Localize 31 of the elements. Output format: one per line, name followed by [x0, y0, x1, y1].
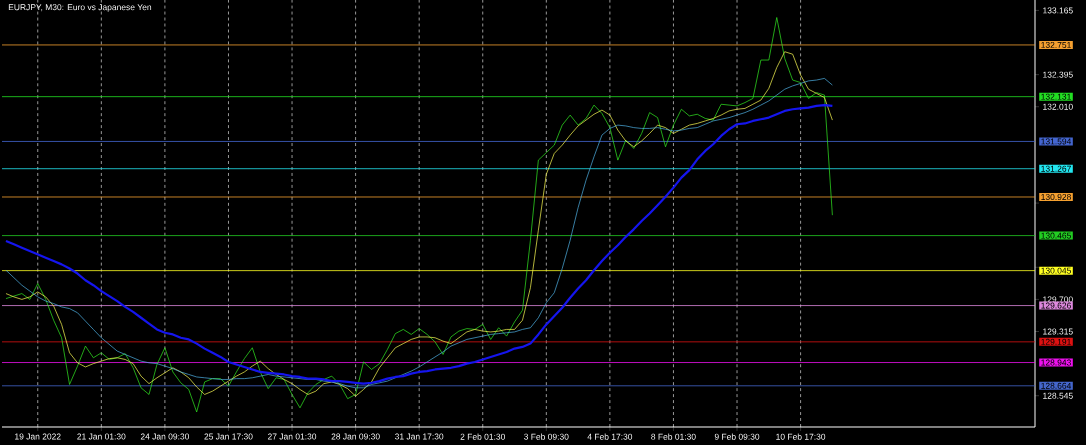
- ref-line-label: 131.594: [1041, 138, 1072, 145]
- y-tick-label: 128.545: [1043, 392, 1073, 399]
- y-tick-label: 133.165: [1043, 7, 1073, 14]
- x-tick-label: 27 Jan 01:30: [267, 433, 317, 440]
- x-tick-label: 19 Jan 2022: [15, 433, 61, 440]
- ref-line-label: 128.943: [1041, 359, 1071, 366]
- x-tick-label: 21 Jan 01:30: [77, 433, 126, 440]
- x-tick-label: 10 Feb 17:30: [776, 433, 826, 440]
- x-tick-label: 2 Feb 01:30: [460, 433, 505, 440]
- y-tick-label: 129.700: [1043, 296, 1073, 303]
- x-tick-label: 4 Feb 17:30: [587, 433, 633, 440]
- x-tick-label: 8 Feb 01:30: [651, 433, 696, 440]
- x-tick-label: 9 Feb 09:30: [714, 433, 760, 440]
- ref-line-label: 130.465: [1041, 232, 1071, 239]
- x-tick-label: 3 Feb 09:30: [524, 433, 569, 440]
- y-tick-label: 132.395: [1043, 71, 1073, 78]
- ref-line-label: 129.191: [1041, 338, 1071, 345]
- ref-line-label: 131.267: [1041, 165, 1071, 172]
- x-tick-label: 31 Jan 17:30: [395, 433, 444, 440]
- ref-line-label: 132.751: [1041, 41, 1071, 48]
- ref-line-label: 130.045: [1041, 267, 1071, 274]
- ref-line-label: 130.928: [1041, 193, 1071, 200]
- x-tick-label: 25 Jan 17:30: [204, 433, 253, 440]
- y-tick-label: 129.315: [1043, 328, 1073, 335]
- ref-line-label: 128.664: [1041, 382, 1072, 389]
- ref-line-label: 129.626: [1041, 302, 1071, 309]
- y-tick-label: 132.010: [1043, 103, 1073, 110]
- x-tick-label: 24 Jan 09:30: [140, 433, 190, 440]
- chart-title: EURJPY, M30: Euro vs Japanese Yen: [8, 4, 152, 12]
- x-tick-label: 28 Jan 09:30: [331, 433, 380, 440]
- ref-line-label: 132.131: [1041, 93, 1071, 100]
